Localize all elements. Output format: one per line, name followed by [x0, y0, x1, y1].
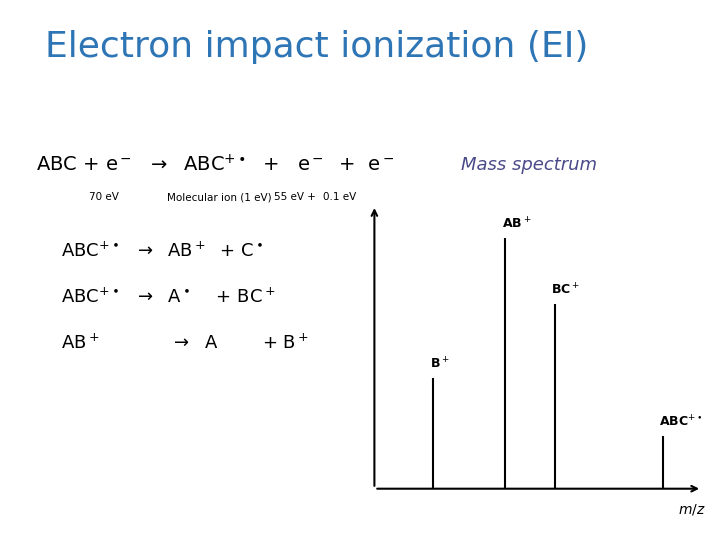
- Text: Mass spectrum: Mass spectrum: [462, 156, 597, 174]
- Text: ABC$^{+\bullet}$: ABC$^{+\bullet}$: [659, 414, 703, 429]
- Text: B$^+$: B$^+$: [430, 356, 449, 372]
- Text: Molecular ion (1 eV): Molecular ion (1 eV): [167, 192, 272, 202]
- Text: ABC$^{+\bullet}$  $\rightarrow$  AB$^+$  + C$^\bullet$: ABC$^{+\bullet}$ $\rightarrow$ AB$^+$ + …: [61, 241, 264, 261]
- Text: BC$^+$: BC$^+$: [551, 282, 580, 298]
- Text: 70 eV: 70 eV: [89, 192, 120, 202]
- Text: 0.1 eV: 0.1 eV: [323, 192, 356, 202]
- Text: AB$^+$            $\rightarrow$  A        + B$^+$: AB$^+$ $\rightarrow$ A + B$^+$: [61, 333, 310, 353]
- Text: Electron impact ionization (EI): Electron impact ionization (EI): [45, 30, 588, 64]
- Text: $\mathit{m/z}$: $\mathit{m/z}$: [678, 502, 706, 517]
- Text: ABC$^{+\bullet}$  $\rightarrow$  A$^\bullet$    + BC$^+$: ABC$^{+\bullet}$ $\rightarrow$ A$^\bulle…: [61, 287, 276, 307]
- Text: 55 eV +: 55 eV +: [274, 192, 316, 202]
- Text: AB$^+$: AB$^+$: [502, 217, 531, 232]
- Text: ABC + e$^-$  $\rightarrow$  ABC$^{+\bullet}$  +   e$^-$  +  e$^-$: ABC + e$^-$ $\rightarrow$ ABC$^{+\bullet…: [36, 154, 395, 176]
